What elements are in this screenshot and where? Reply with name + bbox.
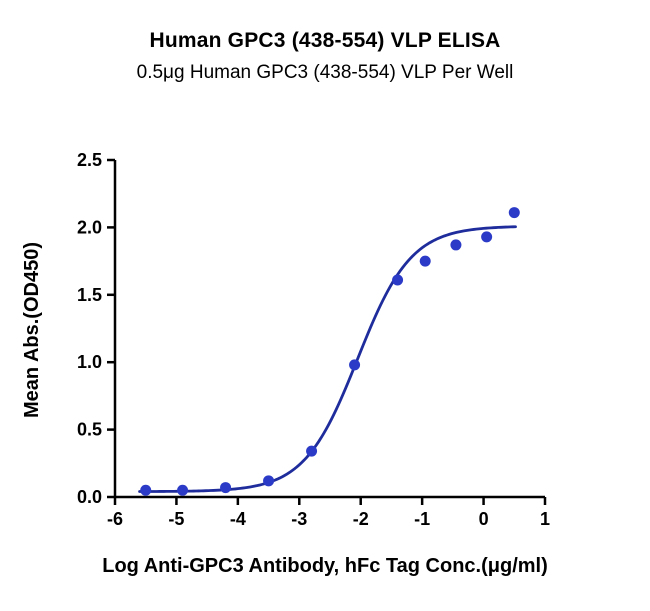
x-tick-label: -6 <box>107 509 123 529</box>
x-tick-label: 1 <box>540 509 550 529</box>
x-axis-label: Log Anti-GPC3 Antibody, hFc Tag Conc.(μg… <box>102 555 548 577</box>
y-tick-label: 0.5 <box>77 420 102 440</box>
chart-title: Human GPC3 (438-554) VLP ELISA <box>149 29 501 52</box>
y-tick-label: 1.0 <box>77 352 102 372</box>
data-point <box>450 239 462 251</box>
data-point <box>177 484 189 496</box>
x-tick-label: -4 <box>230 509 246 529</box>
y-tick-label: 0.0 <box>77 487 102 507</box>
data-point <box>220 482 232 494</box>
fit-curve <box>138 225 517 493</box>
x-tick-label: -2 <box>353 509 369 529</box>
x-tick-label: -1 <box>414 509 430 529</box>
data-point <box>481 231 493 243</box>
chart-subtitle: 0.5μg Human GPC3 (438-554) VLP Per Well <box>136 62 514 83</box>
x-tick-label: -5 <box>168 509 184 529</box>
x-tick-label: -3 <box>291 509 307 529</box>
data-point <box>306 445 318 457</box>
y-tick-label: 1.5 <box>77 285 102 305</box>
data-point <box>349 359 361 371</box>
data-point <box>263 475 275 487</box>
y-tick-label: 2.5 <box>77 150 102 170</box>
data-point <box>508 207 520 219</box>
y-tick-label: 2.0 <box>77 217 102 237</box>
data-point <box>140 484 152 496</box>
data-point <box>392 274 404 286</box>
data-point <box>419 255 431 267</box>
x-tick-label: 0 <box>479 509 489 529</box>
